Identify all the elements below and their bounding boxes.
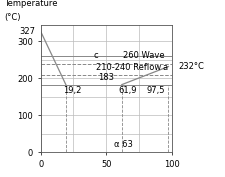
- Text: Temperature: Temperature: [4, 0, 57, 8]
- Text: 327: 327: [19, 27, 35, 36]
- Text: 232°C: 232°C: [178, 62, 204, 71]
- Text: (°C): (°C): [4, 13, 20, 22]
- Text: 260 Wave: 260 Wave: [123, 51, 164, 60]
- Text: 61,9: 61,9: [117, 86, 136, 95]
- Text: 97,5: 97,5: [146, 86, 164, 95]
- Text: a: a: [162, 64, 167, 73]
- Text: α 63: α 63: [113, 140, 132, 149]
- Text: c: c: [93, 51, 98, 60]
- Text: 210-240 Reflow: 210-240 Reflow: [95, 64, 160, 73]
- Text: 183: 183: [98, 73, 114, 82]
- Text: 19,2: 19,2: [63, 86, 81, 95]
